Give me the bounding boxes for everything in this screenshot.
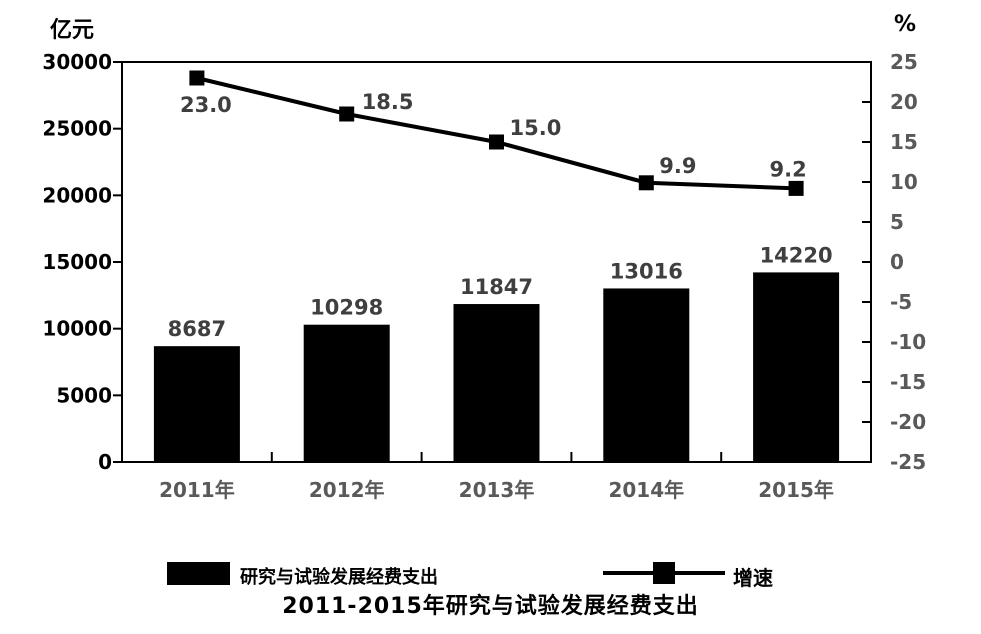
line-square-marker	[339, 106, 355, 122]
category-label: 2012年	[309, 478, 385, 502]
left-axis-tick-label: 20000	[42, 183, 112, 207]
right-axis-tick-label: -15	[890, 370, 926, 394]
left-axis-tick-label: 10000	[42, 317, 112, 341]
category-label: 2014年	[608, 478, 684, 502]
line-square-marker	[788, 180, 804, 196]
line-square-marker	[489, 134, 504, 150]
legend-bar-series-label: 研究与试验发展经费支出	[240, 567, 438, 588]
chart-title: 2011-2015年研究与试验发展经费支出	[282, 594, 699, 619]
bar-2015年	[753, 272, 840, 462]
bar-value-label: 13016	[610, 259, 683, 283]
left-axis-tick-label: 30000	[42, 50, 112, 74]
bar-value-label: 8687	[168, 317, 226, 341]
bar-2013年	[453, 304, 540, 462]
bar-value-label: 14220	[760, 243, 833, 267]
chart-legend: 研究与试验发展经费支出 增速	[0, 556, 981, 590]
right-axis-tick-label: 20	[890, 90, 918, 114]
line-value-label: 9.2	[769, 157, 806, 181]
legend-line-series-label: 增速	[733, 566, 773, 590]
left-axis-tick-label: 5000	[56, 383, 112, 407]
line-value-label: 18.5	[362, 90, 414, 114]
category-label: 2011年	[159, 478, 235, 502]
right-axis-tick-label: 25	[890, 50, 918, 74]
bar-value-label: 10298	[310, 296, 383, 320]
right-axis-tick-label: -5	[890, 290, 912, 314]
left-axis-unit-label: 亿元	[50, 18, 95, 43]
right-axis-tick-label: 10	[890, 170, 918, 194]
right-axis-tick-label: 0	[890, 250, 904, 274]
growth-rate-line	[196, 76, 797, 191]
right-axis-tick-label: -10	[890, 330, 926, 354]
left-axis-tick-label: 15000	[42, 250, 112, 274]
line-square-marker	[638, 175, 654, 191]
line-square-marker	[189, 70, 205, 86]
right-axis-tick-label: -20	[890, 410, 926, 434]
line-value-label: 9.9	[659, 154, 696, 178]
right-axis-tick-label: 15	[890, 130, 918, 154]
left-axis-tick-label: 25000	[42, 117, 112, 141]
left-axis-tick-label: 0	[98, 450, 112, 474]
bar-2011年	[153, 346, 240, 462]
right-axis-tick-label: -25	[890, 450, 926, 474]
legend-square-marker-icon	[653, 562, 675, 584]
category-label: 2013年	[459, 478, 535, 502]
line-value-label: 15.0	[510, 116, 562, 140]
right-axis-tick-label: 5	[890, 210, 904, 234]
right-axis-unit-label: %	[894, 12, 917, 37]
bar-2014年	[603, 288, 690, 462]
legend-bar-swatch	[167, 562, 230, 585]
line-value-label: 23.0	[180, 93, 232, 117]
bar-value-label: 11847	[460, 275, 533, 299]
bar-2012年	[303, 324, 390, 462]
category-label: 2015年	[758, 478, 834, 502]
